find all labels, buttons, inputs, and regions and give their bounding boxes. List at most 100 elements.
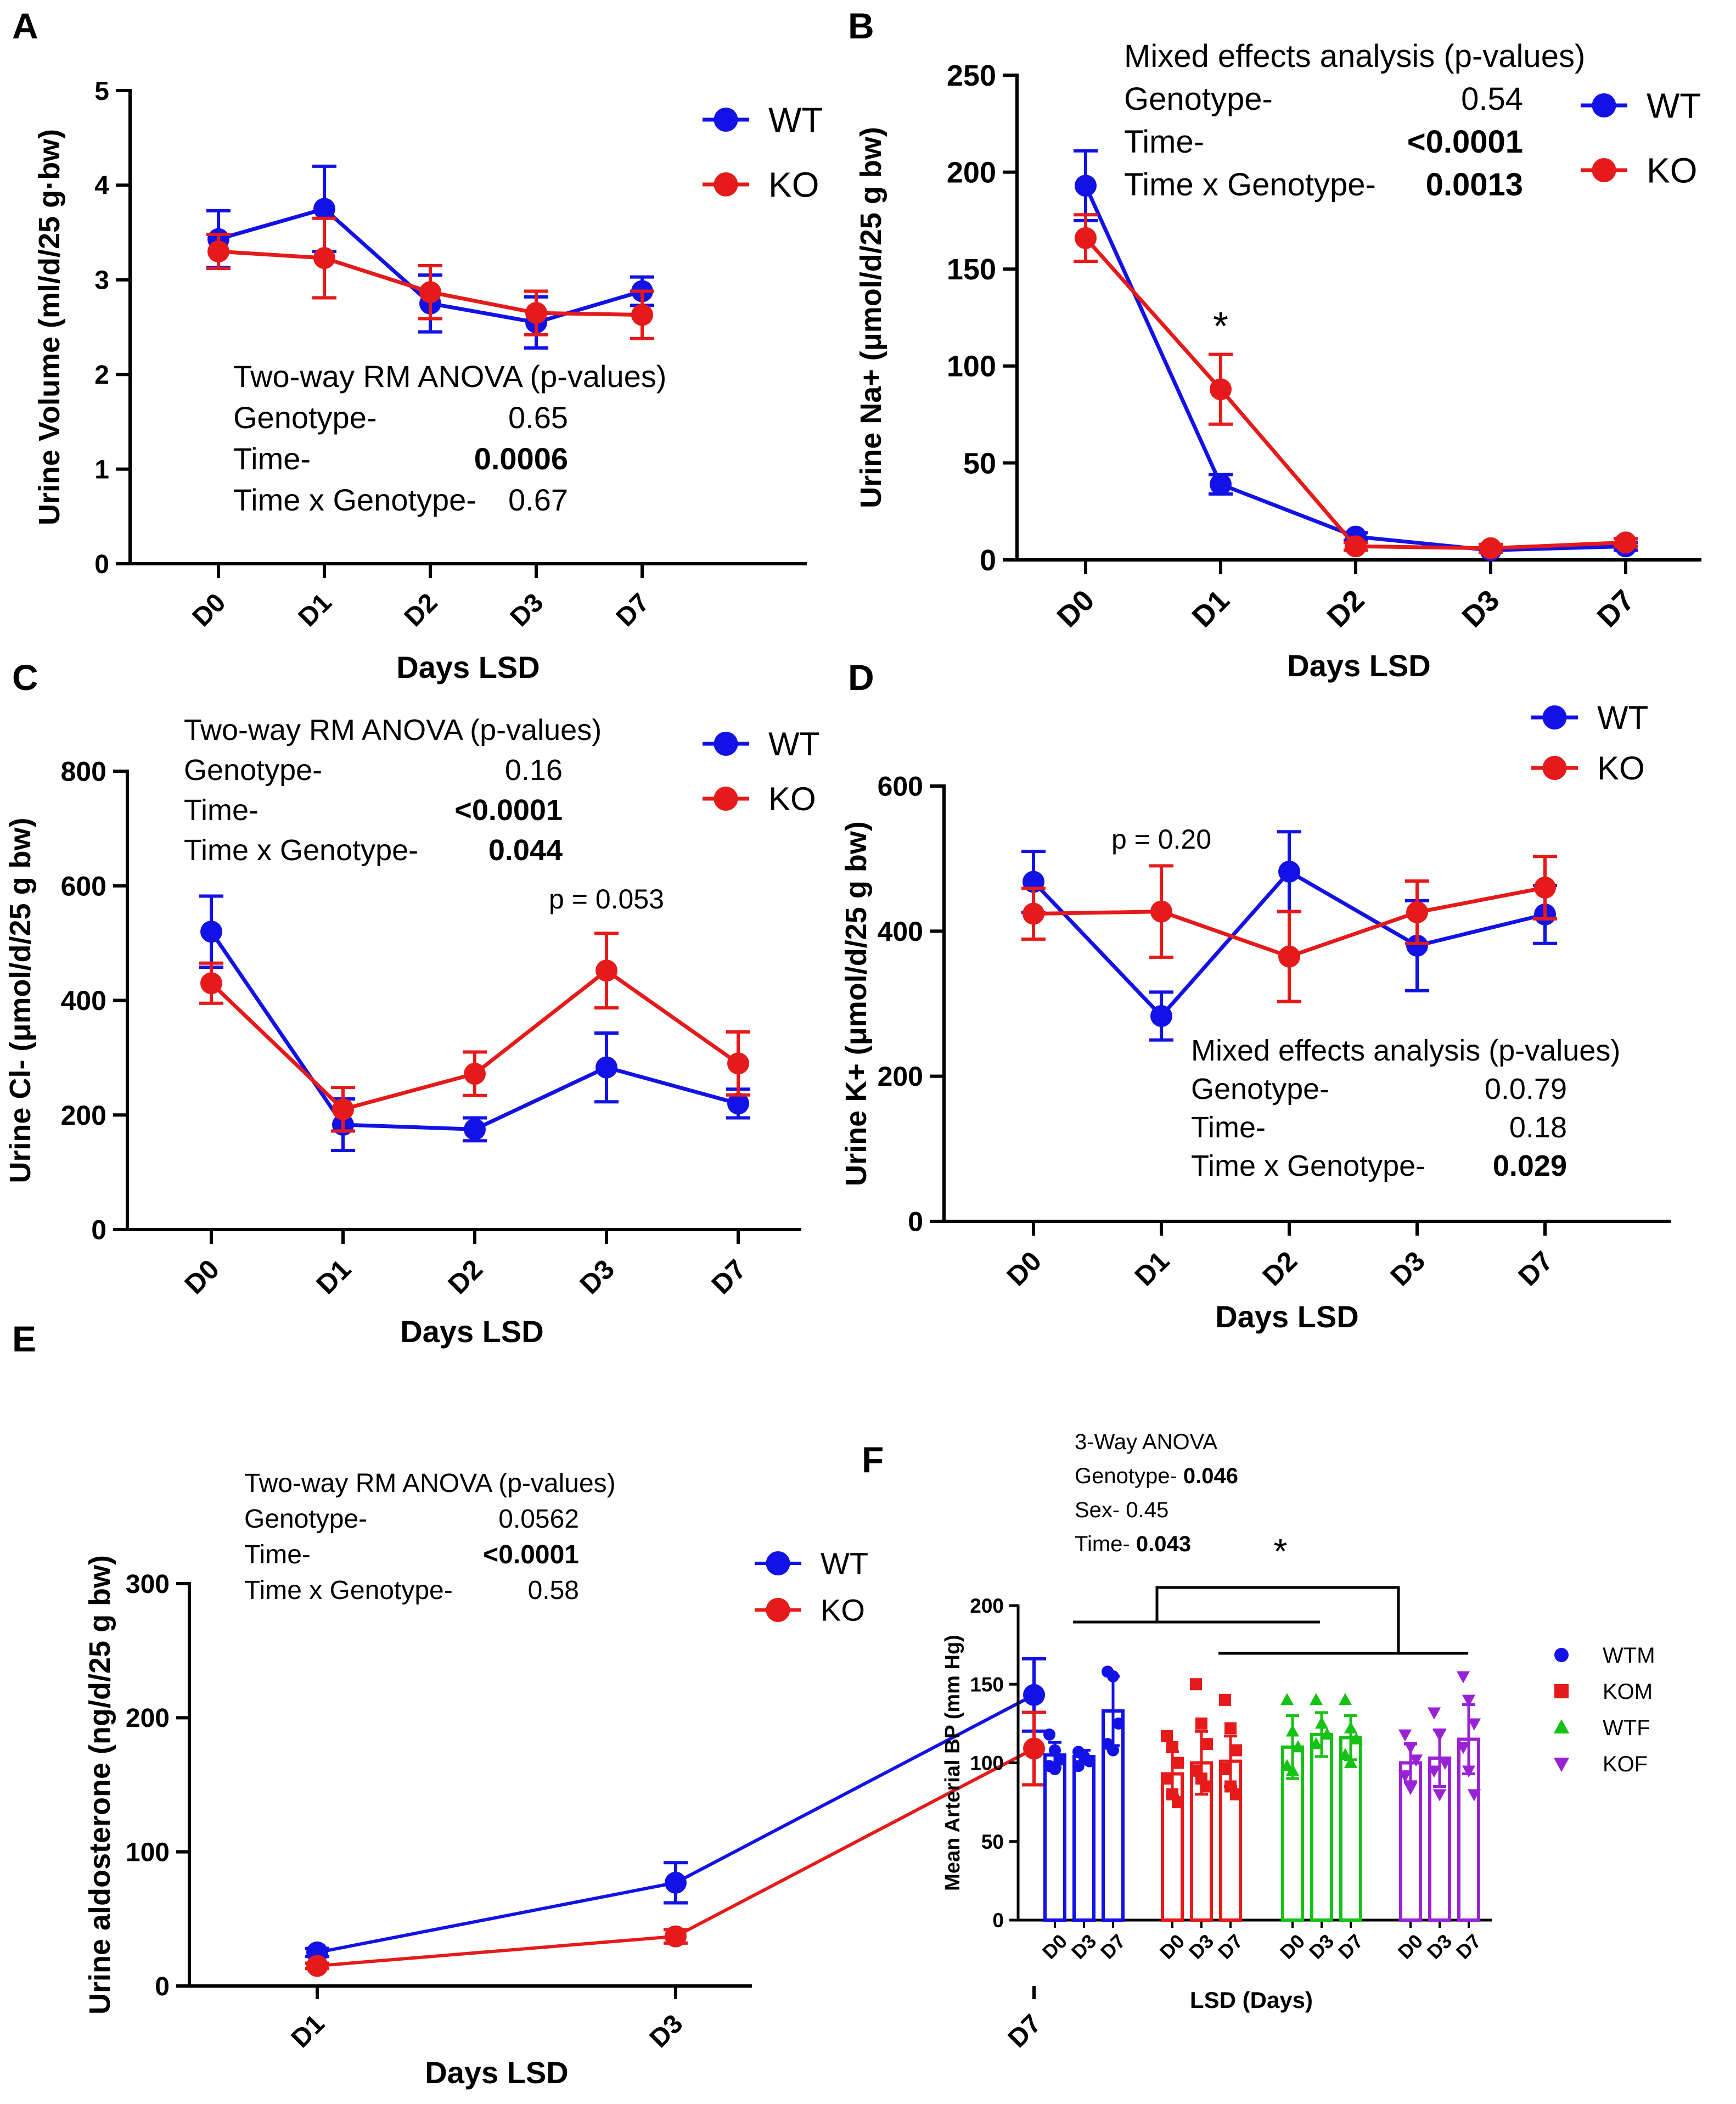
y-axis-label: Urine Na+ (μmol/d/25 g bw): [855, 127, 887, 508]
x-axis-label: Days LSD: [400, 1314, 543, 1349]
y-axis-label: Urine Cl- (μmol/d/25 g bw): [4, 817, 37, 1183]
legend-label: WTF: [1603, 1716, 1650, 1740]
data-point: [595, 1056, 617, 1079]
data-point: [1023, 902, 1044, 925]
legend-label: KO: [1597, 750, 1645, 787]
x-tick-label: D1: [1186, 583, 1235, 633]
panel-label: C: [12, 657, 38, 698]
data-point: [1344, 1755, 1358, 1768]
stats-row-value: 0.046: [1183, 1464, 1238, 1488]
series-wt: [199, 894, 750, 1152]
data-point: [1309, 1737, 1323, 1749]
data-point: [1534, 877, 1556, 899]
stats-row-label: Genotype-: [1075, 1464, 1177, 1488]
data-point: [1406, 901, 1428, 923]
p-value-annotation: p = 0.20: [1111, 824, 1211, 855]
data-point: [1201, 1738, 1213, 1750]
x-tick-label: D7: [1003, 2009, 1047, 2053]
x-tick-label: D3: [574, 1254, 620, 1300]
legend-label: KO: [821, 1593, 865, 1628]
x-axis-label: Days LSD: [1215, 1299, 1358, 1334]
group-kof: [1398, 1671, 1481, 1922]
x-tick-label: D0: [1050, 583, 1100, 633]
legend-marker: [766, 1551, 790, 1575]
data-point: [1219, 1693, 1231, 1706]
x-tick-label: D2: [1321, 583, 1370, 633]
legend-entry-wtm: WTM: [1554, 1643, 1655, 1668]
stats-row-label: Time-: [244, 1540, 311, 1569]
x-tick-label: D0: [187, 588, 232, 632]
data-point: [1398, 1729, 1412, 1742]
data-point: [313, 198, 335, 220]
data-point: [1427, 1707, 1441, 1720]
stats-row-value: 0.0006: [474, 441, 568, 476]
data-point: [464, 1063, 486, 1085]
stats-row-value: <0.0001: [454, 794, 563, 827]
stats-title: 3-Way ANOVA: [1075, 1430, 1217, 1454]
stats-row-label: Time x Genotype-: [1124, 167, 1376, 203]
data-point: [1054, 1753, 1066, 1766]
y-tick-label: 800: [61, 756, 106, 787]
series-wt: [1074, 149, 1638, 562]
x-tick-label: D7: [1213, 1929, 1248, 1963]
bar: [1043, 1753, 1066, 1922]
stats-row-label: Sex-: [1075, 1498, 1120, 1522]
y-tick-label: 200: [878, 1061, 923, 1092]
x-tick-label: D3: [1305, 1929, 1339, 1963]
legend-entry-wt: WT: [755, 1546, 868, 1581]
series-ko: [199, 932, 750, 1133]
stats-row-label: Time-: [184, 794, 259, 827]
data-point: [1278, 860, 1300, 883]
x-tick-label: D7: [1591, 583, 1641, 633]
data-point: [1161, 1772, 1173, 1785]
data-point: [1345, 535, 1367, 558]
data-point: [332, 1098, 354, 1120]
data-point: [1230, 1744, 1242, 1757]
stats-title: Mixed effects analysis (p-values): [1191, 1034, 1620, 1067]
x-tick-label: D7: [1512, 1245, 1559, 1292]
legend-label: KOM: [1603, 1680, 1653, 1704]
panel-label: F: [862, 1439, 884, 1480]
y-tick-label: 50: [981, 1831, 1004, 1853]
legend-label: WTM: [1603, 1643, 1655, 1668]
panel-e: E 0 100 200 300 D1 D3 D7 Urine aldosterone (ng/d…: [12, 1318, 1047, 2090]
group-kom: [1161, 1678, 1242, 1922]
data-point: [1432, 1789, 1447, 1802]
legend-entry-kof: KOF: [1553, 1752, 1648, 1776]
data-point: [1113, 1717, 1125, 1730]
y-tick-label: 5: [94, 77, 109, 106]
y-tick-label: 50: [963, 447, 996, 480]
data-point: [1166, 1741, 1178, 1753]
y-axis-label: Urine aldosterone (ng/d/25 g bw): [83, 1555, 116, 2015]
data-point: [631, 304, 653, 326]
y-tick-label: 150: [970, 1673, 1004, 1696]
data-point: [1278, 945, 1300, 968]
data-point: [1195, 1717, 1207, 1730]
data-point: [200, 921, 222, 943]
legend-marker: [713, 108, 738, 132]
data-point: [525, 302, 547, 324]
x-tick-label: D3: [1423, 1929, 1457, 1963]
stats-row-value: 0.0013: [1426, 167, 1523, 203]
legend-label: KO: [768, 781, 816, 817]
series-ko: [1074, 213, 1638, 559]
x-tick-label: D2: [399, 588, 443, 632]
legend-label: KO: [768, 165, 819, 204]
legend-label: WT: [768, 100, 823, 139]
data-point: [1190, 1678, 1202, 1691]
data-point: [1049, 1744, 1061, 1757]
y-tick-label: 100: [970, 1752, 1004, 1775]
y-tick-label: 200: [970, 1595, 1004, 1617]
stats-row: Genotype- 0.046: [1075, 1464, 1238, 1488]
data-point: [1432, 1729, 1447, 1742]
y-tick-label: 2: [94, 361, 109, 390]
data-point: [665, 1871, 687, 1894]
x-axis-label: Days LSD: [396, 650, 540, 684]
legend-label: WT: [1597, 699, 1648, 736]
stats-box: Two-way RM ANOVA (p-values) Genotype- 0.16…: [184, 714, 602, 867]
bracket-connector: [1155, 1586, 1400, 1653]
y-tick-label: 600: [61, 871, 106, 901]
legend-entry-wt: WT: [703, 100, 823, 139]
legend-entry-ko: KO: [703, 165, 819, 204]
